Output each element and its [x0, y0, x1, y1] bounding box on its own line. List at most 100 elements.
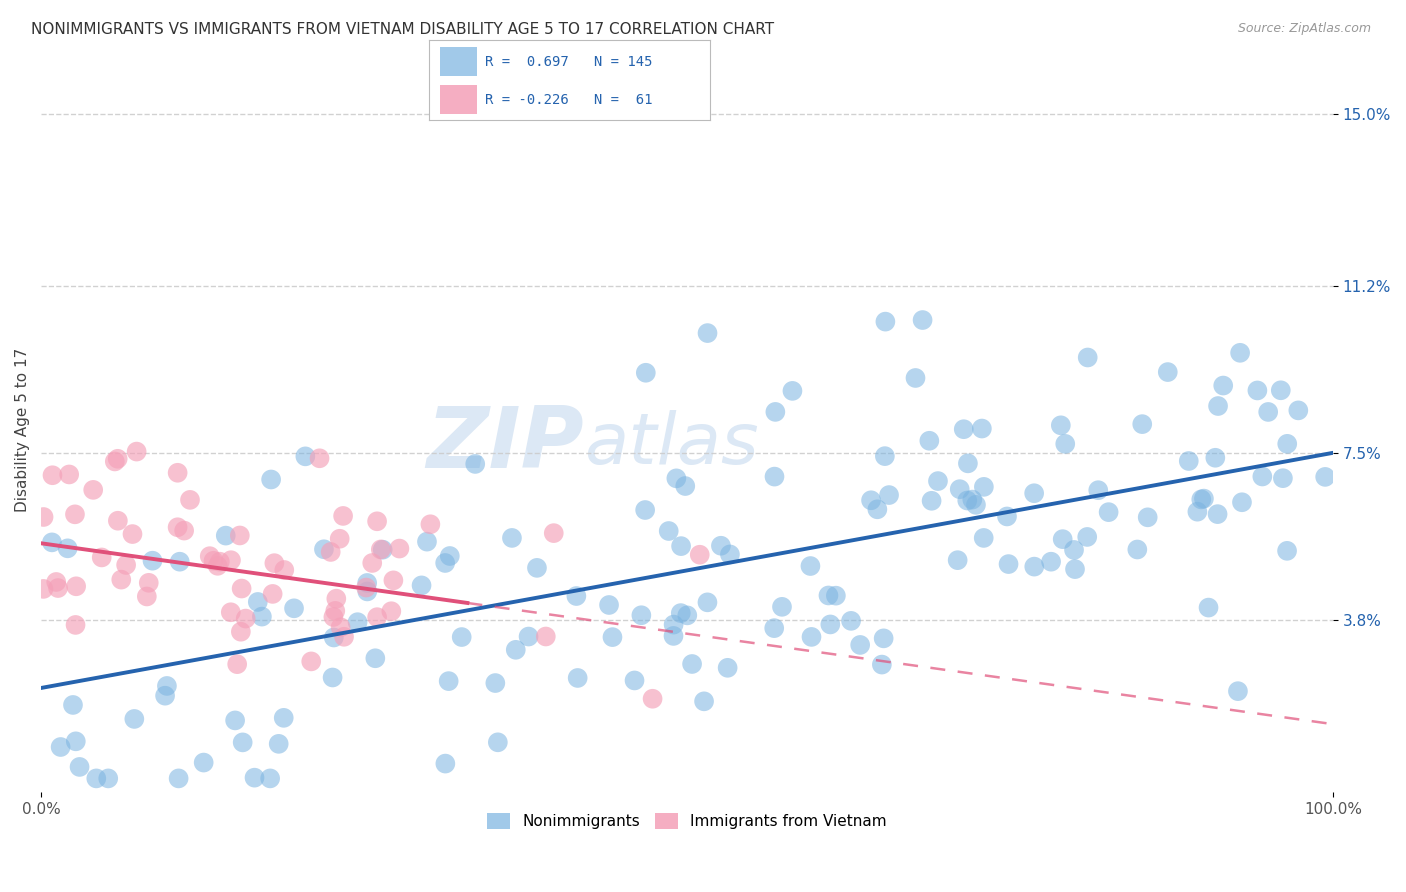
Point	[696, 326, 718, 340]
Point	[232, 735, 254, 749]
Point	[669, 606, 692, 620]
Point	[630, 608, 652, 623]
Point	[817, 589, 839, 603]
Point	[107, 451, 129, 466]
Point	[173, 524, 195, 538]
Text: R =  0.697   N = 145: R = 0.697 N = 145	[485, 54, 652, 69]
Point	[1136, 510, 1159, 524]
Point	[872, 632, 894, 646]
Point	[1130, 417, 1153, 431]
Point	[763, 469, 786, 483]
Point	[1286, 403, 1309, 417]
Point	[1087, 483, 1109, 498]
Point	[770, 599, 793, 614]
Point	[215, 528, 238, 542]
Point	[322, 631, 344, 645]
Point	[329, 620, 352, 634]
Point	[565, 589, 588, 603]
Point	[329, 532, 352, 546]
Point	[1054, 437, 1077, 451]
Point	[1063, 543, 1085, 558]
Point	[602, 630, 624, 644]
Point	[696, 595, 718, 609]
Point	[312, 542, 335, 557]
Point	[623, 673, 645, 688]
Point	[138, 575, 160, 590]
Point	[273, 563, 295, 577]
Point	[676, 608, 699, 623]
Point	[202, 554, 225, 568]
Point	[997, 557, 1019, 571]
Point	[641, 691, 664, 706]
Point	[419, 517, 441, 532]
Point	[382, 574, 405, 588]
Point	[141, 554, 163, 568]
Point	[505, 642, 527, 657]
Point	[1226, 684, 1249, 698]
Point	[356, 584, 378, 599]
Point	[1271, 471, 1294, 485]
Point	[235, 611, 257, 625]
Point	[332, 508, 354, 523]
Point	[434, 756, 457, 771]
Point	[45, 574, 67, 589]
Point	[364, 651, 387, 665]
Point	[354, 581, 377, 595]
Point	[263, 556, 285, 570]
Point	[107, 514, 129, 528]
Point	[1275, 544, 1298, 558]
Point	[97, 772, 120, 786]
Point	[308, 451, 330, 466]
Point	[63, 508, 86, 522]
Point	[346, 615, 368, 630]
Point	[763, 405, 786, 419]
Point	[995, 509, 1018, 524]
Point	[1040, 555, 1063, 569]
Point	[662, 629, 685, 643]
Point	[860, 493, 883, 508]
Point	[1230, 495, 1253, 509]
Point	[567, 671, 589, 685]
Point	[121, 527, 143, 541]
Point	[927, 474, 949, 488]
Point	[875, 315, 897, 329]
Point	[849, 638, 872, 652]
Point	[411, 578, 433, 592]
Point	[973, 480, 995, 494]
Y-axis label: Disability Age 5 to 17: Disability Age 5 to 17	[15, 348, 30, 512]
Point	[450, 630, 472, 644]
Point	[662, 617, 685, 632]
Point	[366, 514, 388, 528]
Point	[110, 573, 132, 587]
Point	[1126, 542, 1149, 557]
Point	[388, 541, 411, 556]
Point	[135, 590, 157, 604]
Point	[416, 534, 439, 549]
Point	[273, 711, 295, 725]
Point	[219, 605, 242, 619]
Point	[1206, 507, 1229, 521]
Point	[259, 772, 281, 786]
Point	[193, 756, 215, 770]
Point	[1212, 378, 1234, 392]
Point	[250, 609, 273, 624]
Point	[370, 542, 392, 557]
Point	[970, 421, 993, 435]
Point	[870, 657, 893, 672]
Point	[1052, 532, 1074, 546]
Point	[62, 698, 84, 712]
Point	[1277, 437, 1299, 451]
Point	[169, 555, 191, 569]
Point	[484, 676, 506, 690]
Point	[1049, 418, 1071, 433]
Point	[243, 771, 266, 785]
Point	[361, 556, 384, 570]
Point	[693, 694, 716, 708]
Point	[90, 550, 112, 565]
Point	[839, 614, 862, 628]
Point	[956, 493, 979, 508]
Point	[946, 553, 969, 567]
Point	[125, 444, 148, 458]
Point	[69, 760, 91, 774]
Point	[65, 734, 87, 748]
